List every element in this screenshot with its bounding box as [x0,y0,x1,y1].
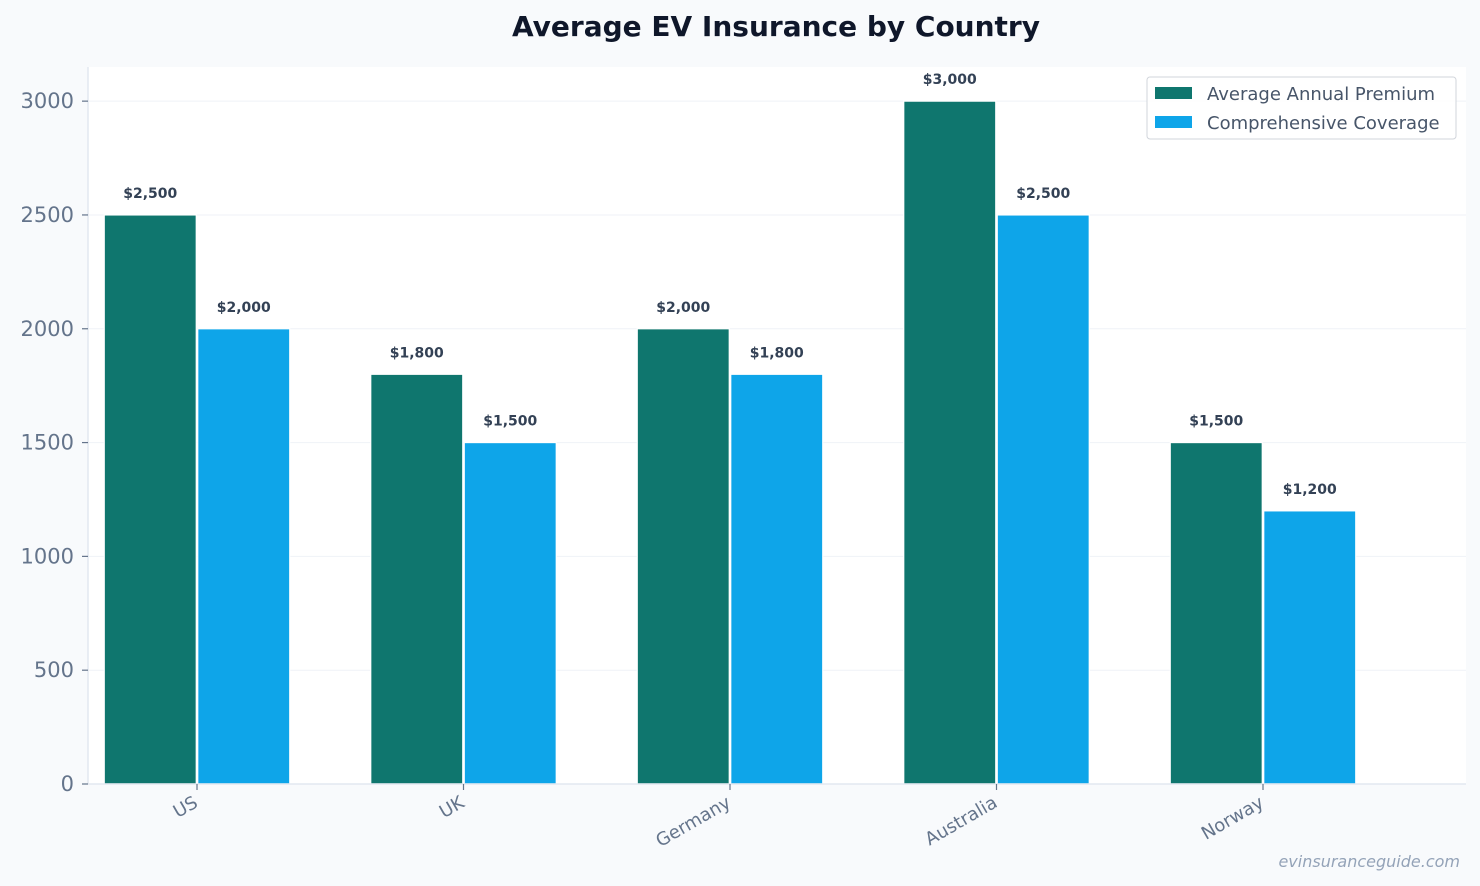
x-tick-label-norway: Norway [1198,792,1268,845]
bar-labels: $2,500 $1,800 $2,000 $3,000 $1,500 $2,000 $1,5… [123,72,1337,498]
bar-value-label: $1,200 [1283,482,1337,498]
y-tick-labels: 0 500 1000 1500 2000 2500 3000 [21,89,88,796]
x-tick-labels: US UK Germany Australia Norway [170,784,1268,852]
bar-value-label: $1,500 [1189,414,1243,430]
y-tick-label: 1000 [21,544,74,568]
y-tick-label: 3000 [21,89,74,113]
bar-value-label: $3,000 [923,72,977,88]
bar-value-label: $2,000 [217,300,271,316]
x-tick-label-us: US [170,792,202,822]
bar-comprehensive-germany [730,373,824,785]
x-tick-label-uk: UK [436,792,469,823]
bar-value-label: $1,800 [390,345,444,361]
legend-label-comprehensive: Comprehensive Coverage [1207,113,1440,134]
legend-swatch-comprehensive [1155,116,1192,128]
y-tick-label: 1500 [21,431,74,455]
legend-label-premium: Average Annual Premium [1207,84,1435,105]
y-tick-label: 2000 [21,317,74,341]
bar-value-label: $2,000 [656,300,710,316]
chart-title: Average EV Insurance by Country [512,10,1040,43]
legend-box [1146,76,1457,140]
axes [87,67,1466,785]
bars [103,100,1357,785]
bar-value-label: $1,800 [750,345,804,361]
bar-premium-australia [903,100,997,785]
bar-value-label: $2,500 [1016,186,1070,202]
bar-premium-germany [636,328,730,785]
bar-value-label: $1,500 [483,414,537,430]
y-tick-label: 2500 [21,203,74,227]
watermark: evinsuranceguide.com [1278,852,1460,871]
x-tick-label-australia: Australia [922,792,1001,850]
bar-comprehensive-uk [463,441,557,785]
bar-premium-uk [370,373,464,785]
bar-premium-norway [1169,441,1263,785]
bar-value-label: $2,500 [123,186,177,202]
legend: Average Annual Premium Comprehensive Cov… [1146,76,1457,140]
legend-swatch-premium [1155,87,1192,99]
bar-comprehensive-us [197,328,291,785]
bar-comprehensive-australia [996,214,1090,785]
bar-premium-us [103,214,197,785]
y-tick-label: 0 [61,772,74,796]
y-tick-label: 500 [34,658,74,682]
bar-comprehensive-norway [1263,510,1357,785]
x-tick-label-germany: Germany [652,792,734,852]
